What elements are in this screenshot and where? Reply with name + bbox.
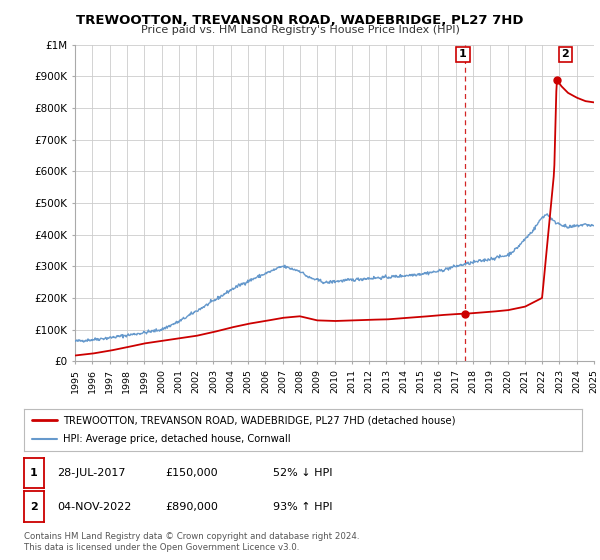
Text: £890,000: £890,000 [165,502,218,511]
Text: TREWOOTTON, TREVANSON ROAD, WADEBRIDGE, PL27 7HD: TREWOOTTON, TREVANSON ROAD, WADEBRIDGE, … [76,14,524,27]
Text: TREWOOTTON, TREVANSON ROAD, WADEBRIDGE, PL27 7HD (detached house): TREWOOTTON, TREVANSON ROAD, WADEBRIDGE, … [63,415,455,425]
Text: 1: 1 [30,468,38,478]
Text: 52% ↓ HPI: 52% ↓ HPI [273,468,332,478]
Text: 93% ↑ HPI: 93% ↑ HPI [273,502,332,511]
Text: This data is licensed under the Open Government Licence v3.0.: This data is licensed under the Open Gov… [24,543,299,552]
Text: 04-NOV-2022: 04-NOV-2022 [57,502,131,511]
Text: 2: 2 [562,49,569,59]
Text: 28-JUL-2017: 28-JUL-2017 [57,468,125,478]
Text: HPI: Average price, detached house, Cornwall: HPI: Average price, detached house, Corn… [63,435,290,445]
Text: £150,000: £150,000 [165,468,218,478]
Text: Price paid vs. HM Land Registry's House Price Index (HPI): Price paid vs. HM Land Registry's House … [140,25,460,35]
Text: 1: 1 [459,49,467,59]
Text: 2: 2 [30,502,38,511]
Text: Contains HM Land Registry data © Crown copyright and database right 2024.: Contains HM Land Registry data © Crown c… [24,532,359,541]
